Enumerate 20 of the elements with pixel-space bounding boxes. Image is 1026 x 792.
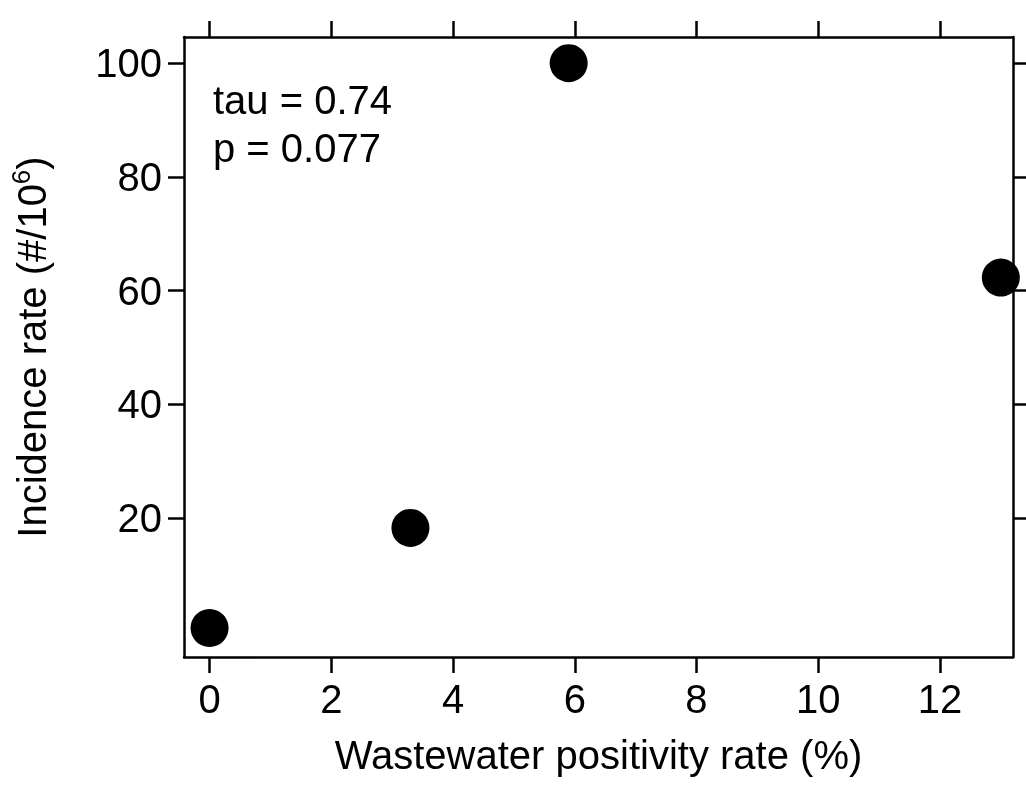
point: [391, 508, 430, 547]
y-tick-label: 60: [117, 268, 162, 313]
y-tick-label: 80: [117, 154, 162, 199]
x-tick-label: 6: [563, 677, 586, 721]
x-tick-label: 8: [685, 677, 708, 721]
y-tick-label: 20: [117, 496, 162, 541]
annotation: p = 0.077: [213, 126, 381, 170]
annotation: tau = 0.74: [213, 78, 393, 122]
y-axis-title: Incidence rate (#/106): [6, 156, 54, 538]
point: [981, 258, 1020, 297]
x-tick-label: 10: [795, 677, 841, 721]
point: [549, 44, 588, 83]
x-tick-label: 4: [441, 677, 465, 721]
x-tick-label: 12: [917, 677, 963, 721]
x-tick-label: 2: [320, 677, 343, 721]
point: [190, 609, 229, 647]
x-tick-label: 0: [198, 677, 221, 721]
y-tick-label: 40: [117, 382, 162, 427]
y-tick-label: 100: [95, 41, 162, 86]
x-axis-title: Wastewater positivity rate (%): [334, 733, 863, 777]
